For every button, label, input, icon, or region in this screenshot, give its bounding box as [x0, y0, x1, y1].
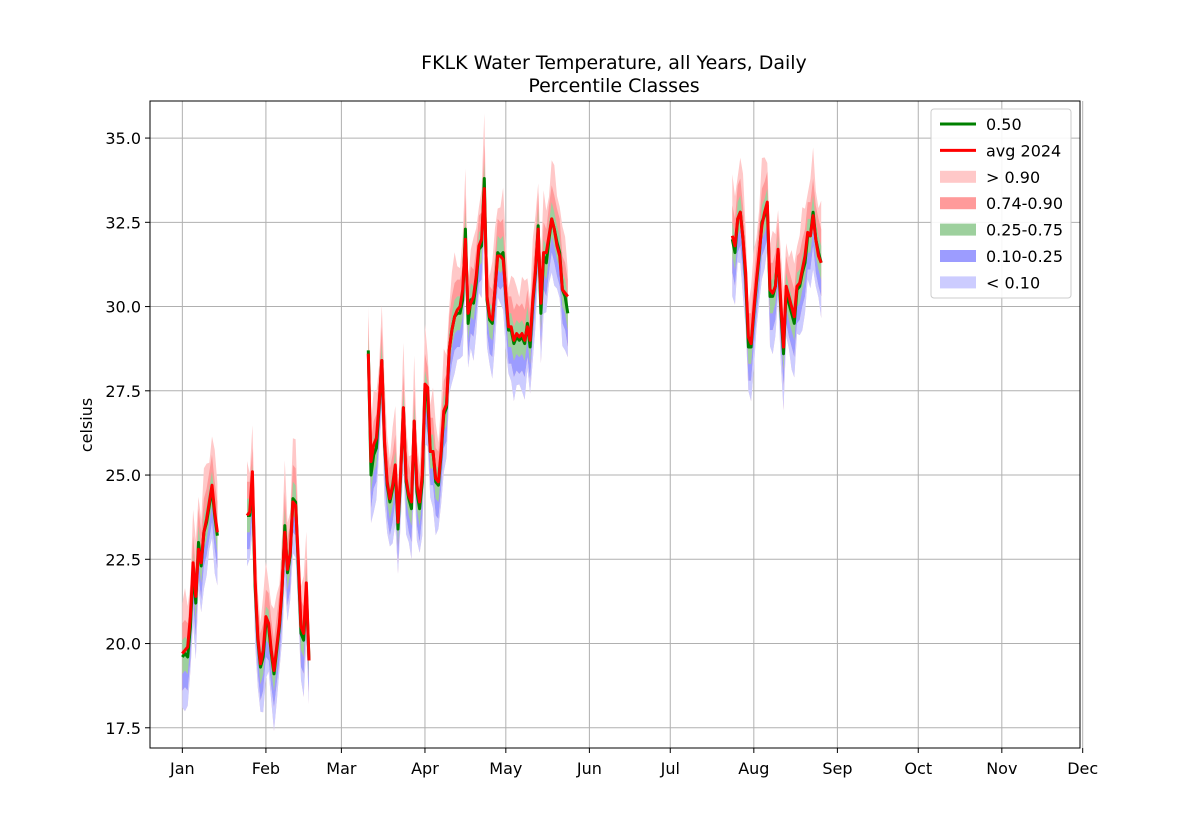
chart-title: FKLK Water Temperature, all Years, Daily [421, 52, 807, 74]
legend-label: 0.50 [986, 115, 1022, 134]
band-below-010 [732, 239, 822, 411]
avg-2024-line [730, 200, 823, 349]
band-010-025 [732, 222, 822, 388]
x-tick-label: Feb [252, 759, 280, 778]
band-010-025 [247, 498, 309, 708]
legend-label: 0.10-0.25 [986, 247, 1063, 266]
band-010-025 [182, 505, 218, 691]
legend-swatch-patch [940, 197, 976, 210]
y-axis: 17.5 20.0 22.5 25.0 27.5 30.0 32.5 35.0 [105, 129, 150, 738]
band-below-010 [182, 522, 218, 712]
chart-subtitle: Percentile Classes [528, 75, 699, 97]
plot-frame [149, 100, 1081, 749]
x-tick-label: Mar [326, 759, 357, 778]
y-tick-label: 32.5 [105, 213, 141, 232]
x-axis: Jan Feb Mar Apr May Jun Jul Aug Sep Oct Nov Dec [169, 748, 1098, 778]
legend-swatch-patch [940, 250, 976, 262]
x-tick-label: Dec [1067, 759, 1098, 778]
x-tick-label: Jul [660, 759, 680, 778]
x-tick-label: Nov [986, 759, 1017, 778]
x-tick-label: May [489, 759, 522, 778]
y-tick-label: 22.5 [105, 550, 141, 569]
x-tick-label: Aug [738, 759, 769, 778]
legend-label: 0.74-0.90 [986, 194, 1063, 213]
y-tick-label: 35.0 [105, 129, 141, 148]
legend-label: avg 2024 [986, 141, 1061, 160]
avg-2024-line [245, 470, 311, 672]
legend-label: > 0.90 [986, 168, 1040, 187]
x-tick-label: Jun [576, 759, 602, 778]
x-tick-label: Oct [904, 759, 932, 778]
y-tick-label: 30.0 [105, 298, 141, 317]
series-lines [181, 177, 823, 676]
avg-2024-line [366, 187, 569, 524]
legend-swatch-patch [940, 170, 976, 183]
x-tick-label: Jan [169, 759, 195, 778]
legend-swatch-patch [940, 223, 976, 236]
legend: 0.50 avg 2024 > 0.90 0.74-0.90 0.25-0.75 0.10… [930, 108, 1072, 299]
y-tick-label: 17.5 [105, 719, 141, 738]
legend-label: < 0.10 [986, 273, 1040, 292]
y-tick-label: 20.0 [105, 635, 141, 654]
y-tick-label: 27.5 [105, 382, 141, 401]
band-below-010 [368, 212, 568, 574]
y-axis-label: celsius [77, 398, 96, 452]
y-tick-label: 25.0 [105, 466, 141, 485]
avg-2024-line [181, 483, 219, 655]
legend-label: 0.25-0.75 [986, 221, 1063, 240]
legend-swatch-patch [940, 276, 976, 289]
band-025-075 [368, 161, 568, 546]
x-tick-label: Apr [411, 759, 439, 778]
x-tick-label: Sep [822, 759, 852, 778]
